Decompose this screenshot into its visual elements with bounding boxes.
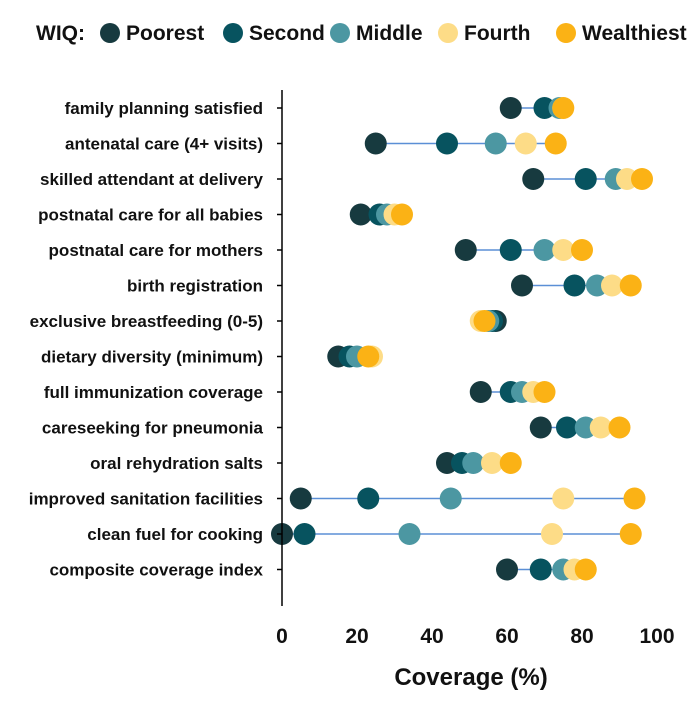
marker-wealthiest xyxy=(619,523,642,545)
category-labels: family planning satisfied antenatal care … xyxy=(29,99,282,580)
legend-marker-fourth xyxy=(438,23,458,43)
category-label: family planning satisfied xyxy=(65,99,263,118)
marker-poorest xyxy=(349,203,372,226)
marker-wealthiest xyxy=(619,274,642,297)
category-label: composite coverage index xyxy=(49,561,263,580)
marker-middle xyxy=(439,487,462,510)
category-label: improved sanitation facilities xyxy=(29,490,263,509)
x-tick-label: 40 xyxy=(420,625,443,648)
legend-title: WIQ: xyxy=(36,22,85,45)
marker-fourth xyxy=(552,239,575,261)
marker-poorest xyxy=(364,132,387,155)
category-label: dietary diversity (minimum) xyxy=(41,348,263,367)
category-label: clean fuel for cooking xyxy=(87,525,263,544)
marker-second xyxy=(357,487,380,510)
marker-second xyxy=(293,523,316,545)
category-label: full immunization coverage xyxy=(44,383,263,402)
marker-wealthiest xyxy=(544,132,567,155)
x-tick-label: 100 xyxy=(639,625,674,648)
marker-second xyxy=(556,416,578,439)
marker-fourth xyxy=(481,452,503,474)
marker-wealthiest xyxy=(552,97,575,119)
marker-wealthiest xyxy=(499,452,522,474)
category-label: postnatal care for all babies xyxy=(38,206,263,225)
marker-middle xyxy=(484,132,507,155)
marker-wealthiest xyxy=(357,345,380,368)
marker-second xyxy=(436,132,458,155)
marker-wealthiest xyxy=(391,203,413,226)
legend-marker-middle xyxy=(330,23,350,43)
x-tick-label: 60 xyxy=(495,625,518,648)
legend-label-second: Second xyxy=(249,22,325,45)
marker-poorest xyxy=(529,416,552,439)
marker-wealthiest xyxy=(608,416,631,439)
marker-fourth xyxy=(552,487,575,510)
marker-poorest xyxy=(289,487,312,510)
x-tick-label: 20 xyxy=(345,625,368,648)
marker-middle xyxy=(462,452,485,474)
category-label: exclusive breastfeeding (0-5) xyxy=(30,312,263,331)
legend-label-middle: Middle xyxy=(356,22,423,45)
legend: WIQ: Poorest Second Middle Fourth Wealthiest xyxy=(36,22,687,45)
marker-poorest xyxy=(499,97,522,119)
marker-poorest xyxy=(454,239,477,261)
category-label: birth registration xyxy=(127,277,263,296)
marker-poorest xyxy=(496,558,518,581)
marker-wealthiest xyxy=(631,168,653,190)
legend-label-wealthiest: Wealthiest xyxy=(582,22,687,45)
marker-fourth xyxy=(514,132,537,155)
category-label: careseeking for pneumonia xyxy=(42,419,264,438)
legend-marker-poorest xyxy=(100,23,120,43)
marker-wealthiest xyxy=(574,558,597,581)
legend-label-poorest: Poorest xyxy=(126,22,204,45)
marker-fourth xyxy=(541,523,563,545)
legend-label-fourth: Fourth xyxy=(464,22,530,45)
marker-poorest xyxy=(522,168,545,190)
marker-fourth xyxy=(601,274,623,297)
category-label: antenatal care (4+ visits) xyxy=(65,135,263,154)
marker-second xyxy=(499,239,522,261)
marker-poorest xyxy=(469,381,492,403)
x-tick-label: 80 xyxy=(570,625,593,648)
marker-wealthiest xyxy=(473,310,496,332)
legend-marker-second xyxy=(223,23,243,43)
category-label: oral rehydration salts xyxy=(90,454,263,473)
marker-poorest xyxy=(511,274,533,297)
marker-middle xyxy=(533,239,556,261)
category-label: postnatal care for mothers xyxy=(49,241,263,260)
marker-second xyxy=(529,558,552,581)
marker-wealthiest xyxy=(571,239,593,261)
marker-wealthiest xyxy=(533,381,556,403)
marker-middle xyxy=(398,523,421,545)
marker-fourth xyxy=(589,416,612,439)
x-tick-labels: 0 20 40 60 80 100 xyxy=(276,625,674,648)
data-markers xyxy=(271,97,653,581)
marker-second xyxy=(563,274,586,297)
x-axis-title: Coverage (%) xyxy=(394,664,547,691)
marker-wealthiest xyxy=(623,487,646,510)
legend-marker-wealthiest xyxy=(556,23,576,43)
category-label: skilled attendant at delivery xyxy=(40,170,264,189)
marker-second xyxy=(574,168,597,190)
x-tick-label: 0 xyxy=(276,625,288,648)
